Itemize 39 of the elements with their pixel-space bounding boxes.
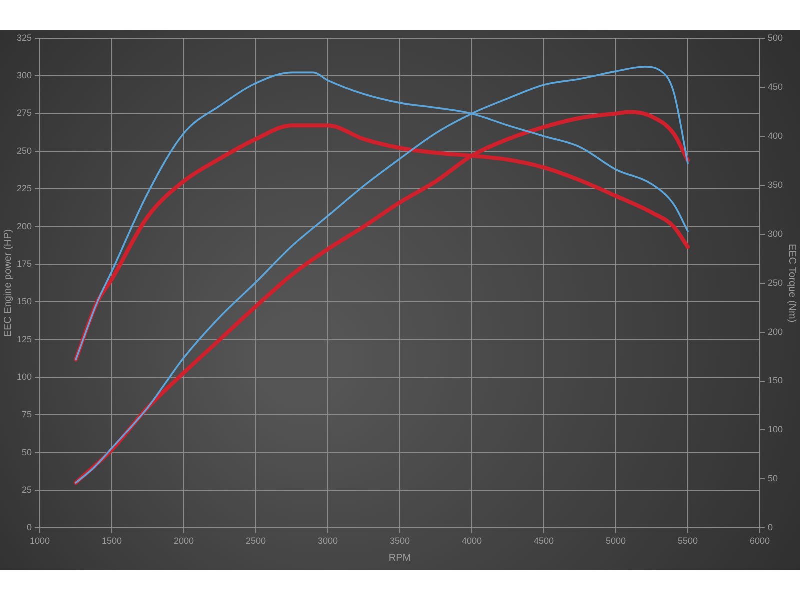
y-axis-title: EEC Engine power (HP): [2, 229, 14, 338]
x-tick-label: 5000: [606, 536, 626, 546]
y-tick-label: 175: [16, 258, 32, 269]
x-tick-label: 4000: [462, 536, 482, 546]
y-tick-label: 300: [16, 70, 32, 81]
y2-tick-label: 200: [768, 326, 784, 337]
y2-tick-label: 50: [768, 474, 778, 484]
y-tick-label: 250: [16, 146, 32, 156]
x-tick-label: 3500: [390, 536, 410, 546]
y2-tick-label: 500: [768, 32, 784, 43]
y-tick-label: 25: [22, 485, 32, 496]
y-tick-label: 225: [16, 184, 32, 194]
y-tick-label: 200: [16, 221, 32, 232]
y2-tick-label: 0: [768, 522, 773, 533]
y2-tick-label: 100: [768, 424, 784, 435]
x-tick-label: 5500: [678, 536, 698, 546]
y2-tick-label: 150: [768, 376, 784, 386]
x-axis-title: RPM: [388, 552, 412, 564]
y-tick-label: 50: [22, 447, 32, 458]
x-tick-label: 2500: [246, 536, 266, 546]
y-tick-label: 150: [16, 296, 32, 307]
x-tick-label: 2000: [174, 536, 194, 546]
y2-tick-label: 300: [768, 228, 784, 239]
y2-tick-label: 400: [768, 130, 784, 141]
x-tick-label: 1500: [102, 536, 122, 546]
y2-tick-label: 250: [768, 278, 784, 288]
x-tick-label: 3000: [318, 536, 338, 546]
y-tick-label: 125: [16, 334, 32, 344]
y2-tick-label: 450: [768, 82, 784, 92]
x-tick-label: 6000: [750, 536, 770, 546]
y2-tick-label: 350: [768, 180, 784, 190]
y-tick-label: 75: [22, 410, 32, 420]
y2-axis-title: EEC Torque (Nm): [786, 244, 798, 323]
y-tick-label: 325: [16, 32, 32, 43]
x-tick-label: 4500: [534, 536, 554, 546]
x-tick-label: 1000: [30, 536, 50, 546]
y-tick-label: 0: [27, 522, 32, 533]
y-tick-label: 100: [16, 372, 32, 382]
y-tick-label: 275: [16, 108, 32, 118]
